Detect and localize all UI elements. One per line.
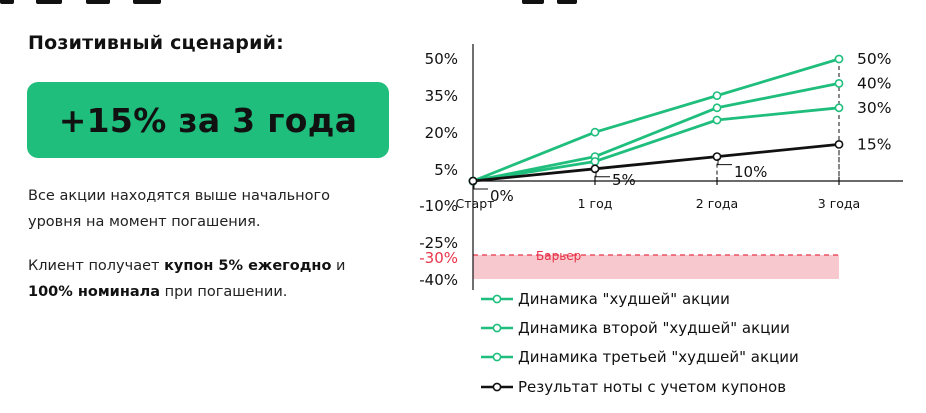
scenario-title: Позитивный сценарий: bbox=[28, 32, 284, 54]
result-badge: +15% за 3 года bbox=[27, 82, 389, 158]
series-line bbox=[472, 82, 840, 183]
result-text: +15% за 3 года bbox=[58, 100, 358, 140]
x-tick-label: 3 года bbox=[818, 196, 860, 211]
y-tick-label: -25% bbox=[419, 234, 458, 252]
y-tick-label: -10% bbox=[419, 197, 458, 215]
top-cropped-heading bbox=[0, 0, 926, 10]
y-tick-label: -40% bbox=[419, 271, 458, 289]
series-end-label: 15% bbox=[857, 135, 891, 153]
series-point bbox=[834, 54, 844, 64]
legend-label: Результат ноты с учетом купонов bbox=[518, 378, 786, 396]
legend-label: Динамика "худшей" акции bbox=[518, 290, 730, 308]
series-point bbox=[834, 103, 844, 113]
x-tick-label: Старт bbox=[456, 196, 495, 211]
series-line bbox=[472, 106, 840, 183]
legend-swatch-point bbox=[492, 352, 502, 362]
scenario-panel: Позитивный сценарий: +15% за 3 года Все … bbox=[0, 0, 400, 413]
y-tick-label: 5% bbox=[434, 161, 458, 179]
legend-label: Динамика второй "худшей" акции bbox=[518, 319, 790, 337]
point-label-leader bbox=[595, 170, 610, 178]
series-end-label: 50% bbox=[857, 50, 891, 68]
point-label: 0% bbox=[490, 187, 514, 205]
y-tick-label: -30% bbox=[419, 249, 458, 267]
series-point bbox=[468, 176, 478, 186]
series-line bbox=[472, 143, 840, 183]
series-point bbox=[712, 152, 722, 161]
coupon-highlight: купон 5% ежегодно bbox=[164, 258, 332, 274]
legend-swatch-point bbox=[492, 323, 502, 333]
x-tick-label: 2 года bbox=[696, 196, 738, 211]
series-point bbox=[590, 164, 600, 174]
series-point bbox=[712, 103, 722, 113]
description-line-2: Клиент получает купон 5% ежегодно и 100%… bbox=[28, 258, 346, 300]
point-label: 5% bbox=[612, 171, 636, 189]
series-end-label: 30% bbox=[857, 99, 891, 117]
series-line bbox=[472, 57, 840, 183]
point-label: 10% bbox=[734, 163, 767, 181]
series-point bbox=[834, 139, 844, 149]
description-line-1: Все акции находятся выше начального уров… bbox=[28, 188, 331, 230]
y-tick-label: 35% bbox=[425, 87, 458, 105]
x-tick-label: 1 год bbox=[578, 196, 613, 211]
series-point bbox=[712, 91, 722, 100]
legend-label: Динамика третьей "худшей" акции bbox=[518, 348, 799, 366]
series-point bbox=[834, 79, 844, 88]
nominal-highlight: 100% номинала bbox=[28, 284, 161, 300]
series-point bbox=[712, 115, 722, 125]
y-tick-label: 20% bbox=[425, 124, 458, 142]
legend-swatch-point bbox=[492, 294, 502, 304]
barrier-label: Барьер bbox=[536, 249, 581, 263]
legend-swatch-point bbox=[492, 382, 502, 392]
series-end-label: 40% bbox=[857, 74, 891, 92]
point-label-leader bbox=[717, 158, 732, 166]
series-point bbox=[590, 157, 600, 166]
barrier-zone bbox=[473, 255, 839, 279]
y-tick-label: 50% bbox=[425, 50, 458, 68]
series-point bbox=[590, 127, 600, 137]
point-label-leader bbox=[473, 183, 488, 190]
